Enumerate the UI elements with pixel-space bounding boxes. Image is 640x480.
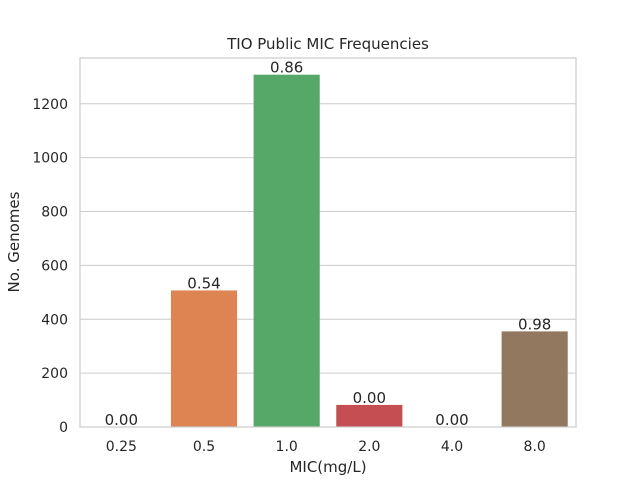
x-tick-label: 1.0 [276, 439, 298, 455]
bar-8.0 [501, 331, 568, 427]
y-tick-label: 1000 [32, 151, 68, 167]
bar-0.5 [170, 290, 238, 427]
bar-value-label: 0.86 [270, 59, 303, 77]
y-tick-label: 200 [41, 366, 68, 382]
y-tick-label: 600 [41, 258, 68, 274]
bars [170, 74, 568, 427]
bar-value-label: 0.00 [105, 411, 138, 429]
chart-title: TIO Public MIC Frequencies [226, 35, 429, 53]
plot-frame [79, 57, 577, 428]
bar-value-label: 0.54 [187, 274, 220, 292]
x-tick-label: 0.5 [193, 439, 215, 455]
x-tick-label: 4.0 [441, 439, 463, 455]
y-tick-label: 0 [59, 420, 68, 436]
grid-lines [80, 103, 576, 428]
x-tick-labels: 0.25 0.5 1.0 2.0 4.0 8.0 [106, 439, 546, 455]
y-tick-label: 1200 [32, 97, 68, 113]
bar-labels: 0.00 0.54 0.86 0.00 0.00 0.98 [105, 59, 552, 429]
x-tick-label: 0.25 [106, 439, 137, 455]
y-tick-label: 400 [41, 312, 68, 328]
bar-value-label: 0.00 [435, 411, 468, 429]
x-axis-label: MIC(mg/L) [289, 458, 366, 476]
bar-value-label: 0.98 [518, 315, 551, 333]
y-tick-labels: 0 200 400 600 800 1000 1200 [32, 97, 68, 436]
bar-1.0 [253, 74, 320, 427]
y-axis-label: No. Genomes [5, 191, 23, 292]
bar-2.0 [336, 404, 403, 427]
x-tick-label: 8.0 [524, 439, 546, 455]
x-tick-label: 2.0 [358, 439, 380, 455]
bar-value-label: 0.00 [353, 389, 386, 407]
y-tick-label: 800 [41, 205, 68, 221]
